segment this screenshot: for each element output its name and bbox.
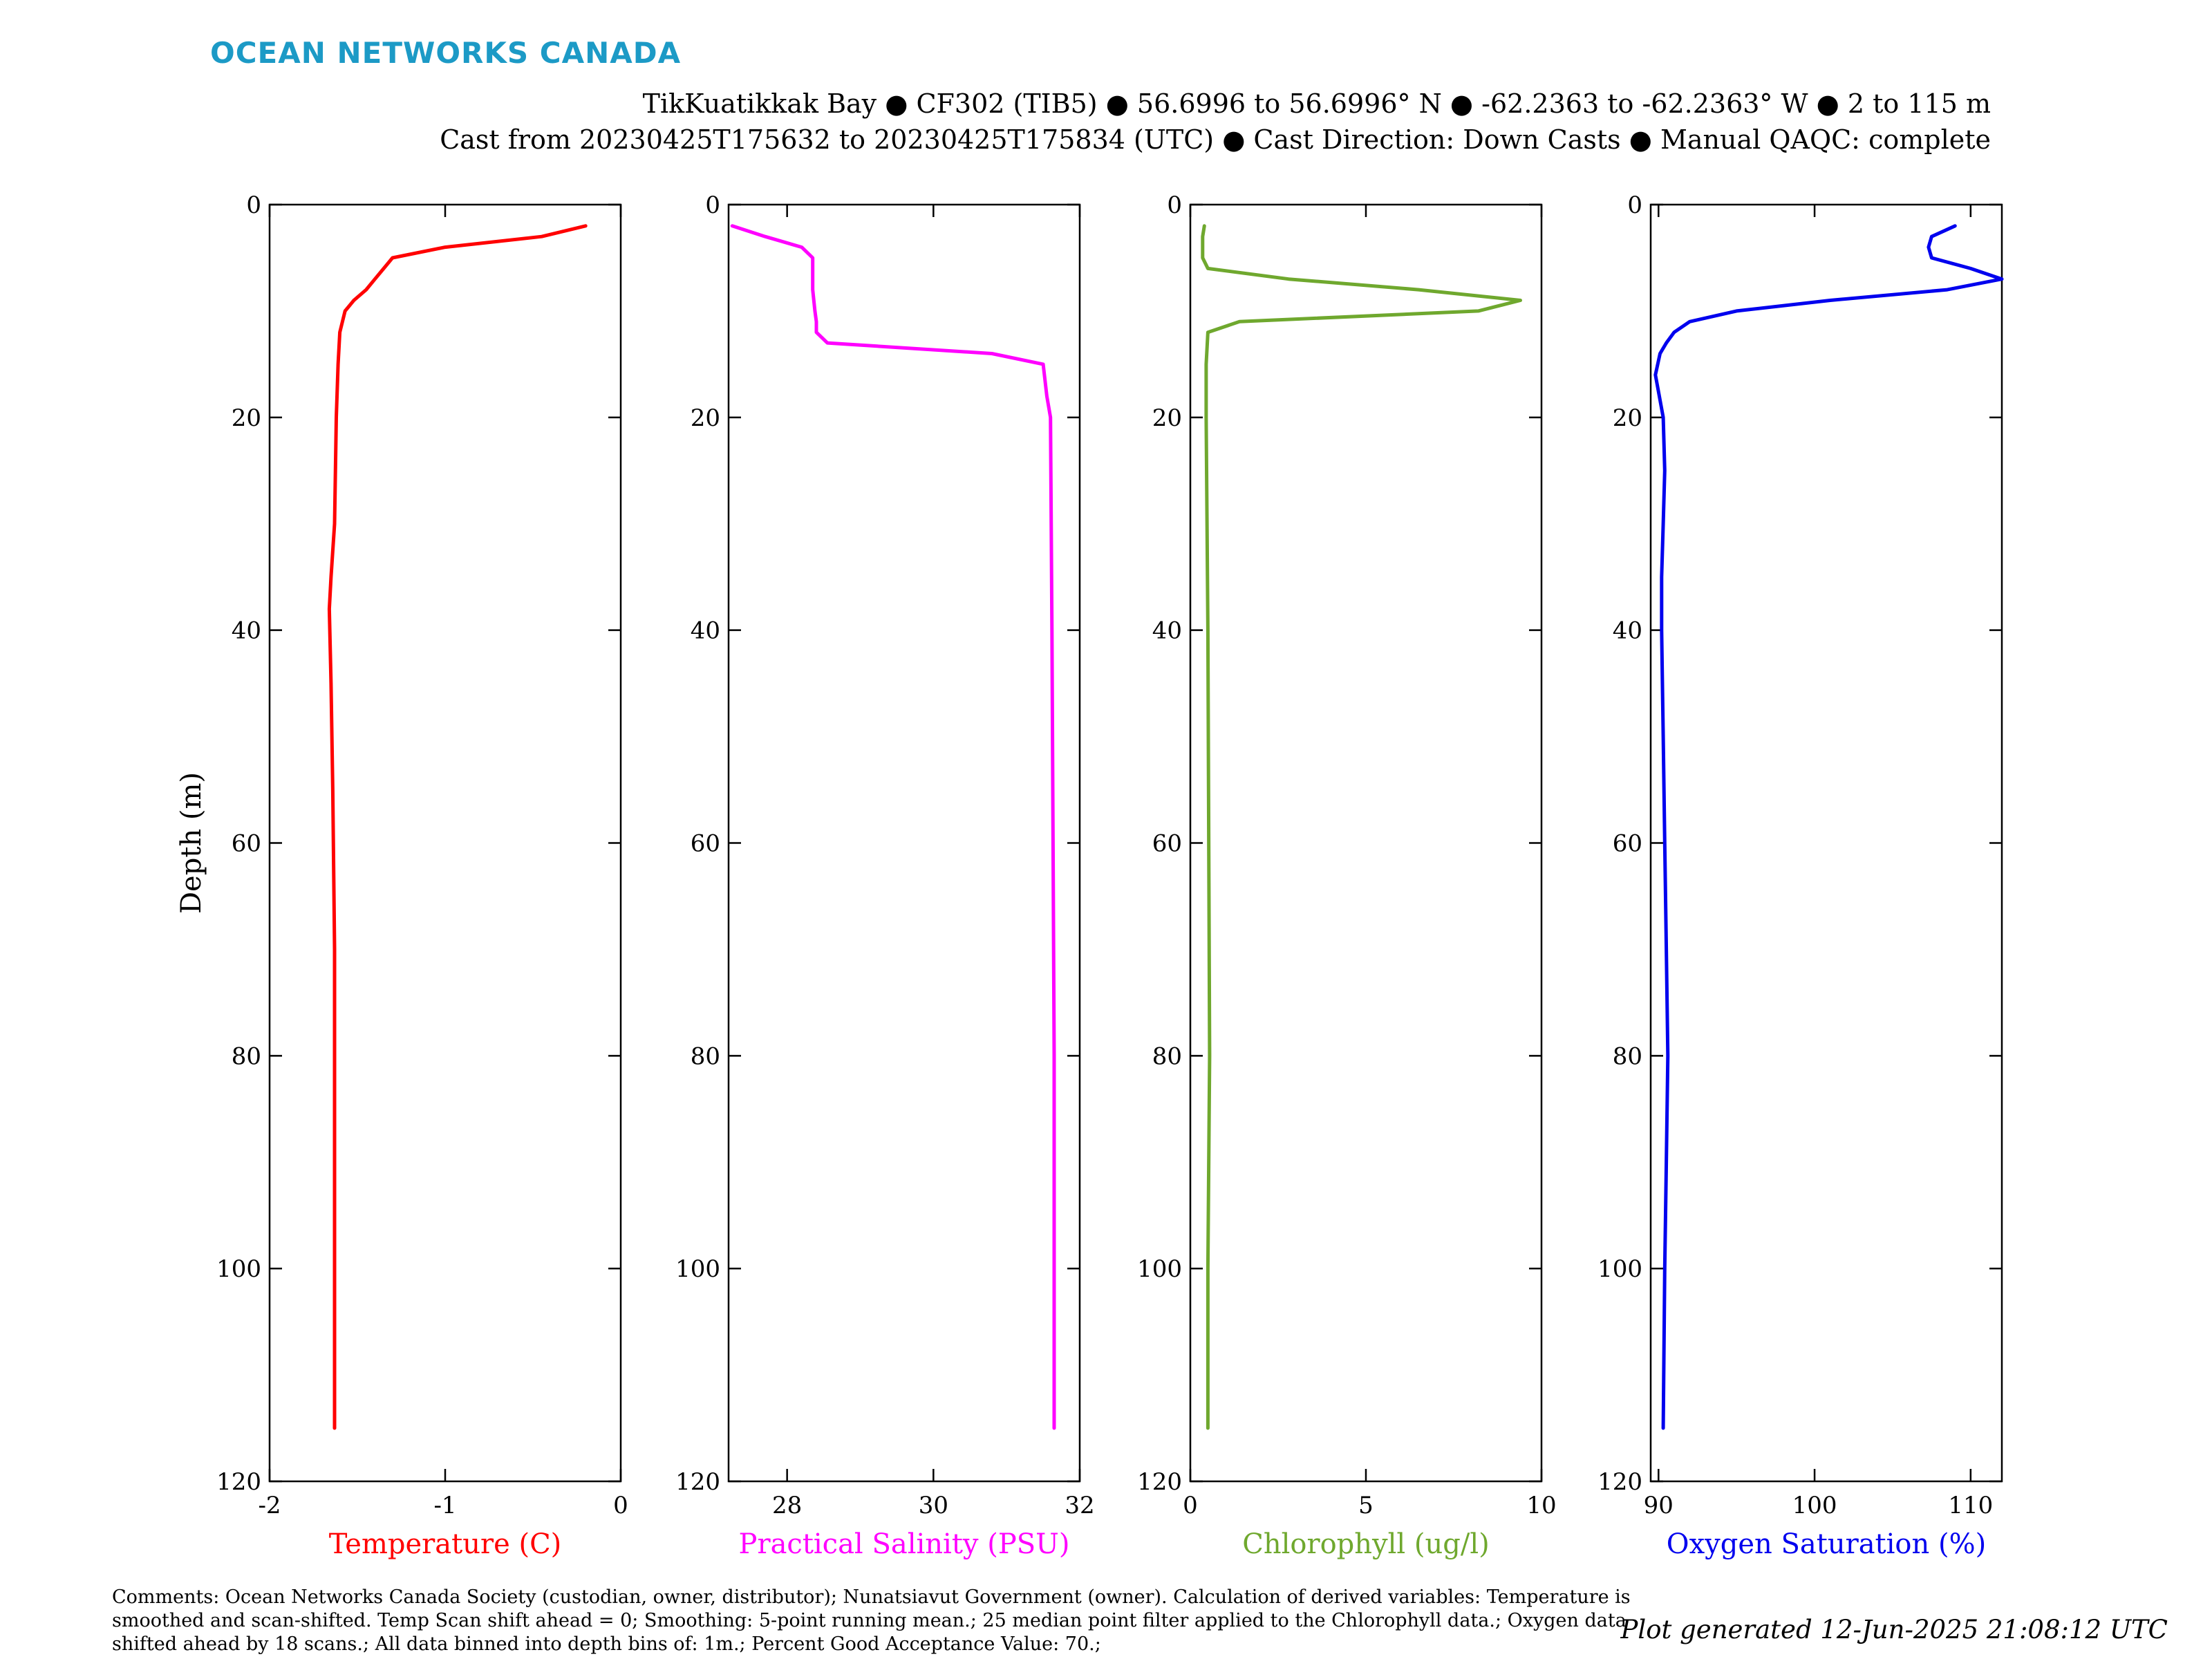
y-tick-label: 0: [705, 191, 720, 219]
y-tick-label: 0: [246, 191, 261, 219]
y-tick-label: 60: [1152, 830, 1182, 858]
y-tick-label: 100: [675, 1255, 720, 1283]
y-tick-label: 20: [232, 404, 261, 432]
y-tick-label: 20: [691, 404, 720, 432]
panel-2: 0 20 40 60 80 100 120 28 30 32 Practical Salinity …: [675, 191, 1095, 1560]
y-tick-label: 20: [1152, 404, 1182, 432]
y-tick-label: 120: [1137, 1468, 1182, 1496]
y-tick-label: 0: [1627, 191, 1642, 219]
y-tick-label: 60: [232, 830, 261, 858]
y-tick-label: 120: [675, 1468, 720, 1496]
y-axis-label: Depth (m): [176, 772, 207, 914]
x-axis-label: Oxygen Saturation (%): [1667, 1528, 1986, 1560]
x-tick-label: 110: [1948, 1492, 1993, 1519]
comments-text: Comments: Ocean Networks Canada Society …: [112, 1586, 1631, 1655]
y-tick-label: 20: [1613, 404, 1642, 432]
series-line: [730, 224, 1056, 1430]
y-tick-label: 40: [1613, 617, 1642, 645]
chart-title-location: TikKuatikkak Bay ● CF302 (TIB5) ● 56.699…: [642, 88, 1991, 119]
plot-generated-timestamp: Plot generated 12-Jun-2025 21:08:12 UTC: [1620, 1615, 2168, 1644]
chart-title-cast: Cast from 20230425T175632 to 20230425T17…: [440, 124, 1991, 155]
y-tick-label: 100: [1597, 1255, 1642, 1283]
x-tick-label: -2: [258, 1492, 281, 1519]
x-tick-label: -1: [433, 1492, 456, 1519]
y-tick-label: 100: [216, 1255, 261, 1283]
y-tick-label: 80: [1152, 1042, 1182, 1070]
brand-logo: OCEAN NETWORKS CANADA: [210, 36, 682, 70]
x-tick-label: 0: [613, 1492, 628, 1519]
x-axis-label: Temperature (C): [329, 1528, 562, 1560]
y-tick-label: 100: [1137, 1255, 1182, 1283]
y-tick-label: 40: [691, 617, 720, 645]
panel-1: 0 20 40 60 80 100 120-2 -1 0 Temperature (C) Depth…: [176, 191, 628, 1560]
x-axis-label: Practical Salinity (PSU): [739, 1528, 1070, 1560]
x-tick-label: 90: [1644, 1492, 1674, 1519]
x-tick-label: 28: [772, 1492, 802, 1519]
y-tick-label: 40: [232, 617, 261, 645]
series-line: [1653, 224, 2004, 1430]
plot-frame: [727, 203, 1081, 1483]
series-line: [327, 224, 588, 1430]
x-axis-label: Chlorophyll (ug/l): [1242, 1528, 1490, 1560]
x-tick-label: 32: [1065, 1492, 1094, 1519]
y-tick-label: 80: [1613, 1042, 1642, 1070]
y-tick-label: 60: [691, 830, 720, 858]
x-tick-label: 5: [1358, 1492, 1374, 1519]
x-tick-label: 10: [1526, 1492, 1556, 1519]
y-tick-label: 80: [691, 1042, 720, 1070]
x-tick-label: 100: [1792, 1492, 1837, 1519]
y-tick-label: 40: [1152, 617, 1182, 645]
y-tick-label: 80: [232, 1042, 261, 1070]
x-tick-label: 0: [1183, 1492, 1198, 1519]
y-tick-label: 120: [216, 1468, 261, 1496]
plot-frame: [268, 203, 622, 1483]
plot-frame: [1189, 203, 1543, 1483]
y-tick-label: 60: [1613, 830, 1642, 858]
series-line: [1201, 224, 1522, 1430]
x-tick-label: 30: [919, 1492, 948, 1519]
plot-frame: [1649, 203, 2003, 1483]
y-tick-label: 0: [1167, 191, 1182, 219]
y-tick-label: 120: [1597, 1468, 1642, 1496]
